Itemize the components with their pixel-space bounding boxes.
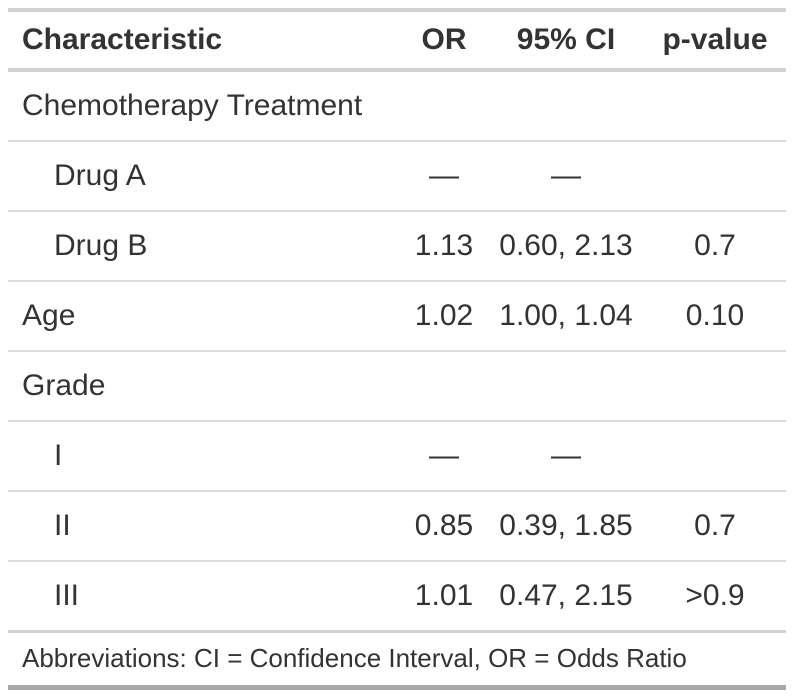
table-row: Age 1.02 1.00, 1.04 0.10 [8, 281, 786, 351]
pvalue-cell [644, 70, 786, 141]
table-row: III 1.01 0.47, 2.15 >0.9 [8, 561, 786, 632]
ci-cell: — [551, 439, 581, 472]
ci-cell [488, 351, 644, 421]
pvalue-cell: 0.7 [694, 229, 736, 262]
table-row: I — — [8, 421, 786, 491]
table-footnote: Abbreviations: CI = Confidence Interval,… [22, 643, 687, 673]
pvalue-cell [644, 141, 786, 211]
ci-cell: 0.47, 2.15 [499, 579, 633, 612]
or-cell: 1.02 [414, 299, 474, 332]
col-header-characteristic: Characteristic [22, 23, 223, 56]
table-row: Drug A — — [8, 141, 786, 211]
or-cell: 1.13 [414, 229, 474, 262]
or-cell [400, 70, 488, 141]
or-cell: 0.85 [414, 509, 474, 542]
footnote-row: Abbreviations: CI = Confidence Interval,… [8, 631, 786, 688]
ci-cell [488, 70, 644, 141]
table-row: Drug B 1.13 0.60, 2.13 0.7 [8, 211, 786, 281]
pvalue-cell: 0.7 [694, 509, 736, 542]
table-row: II 0.85 0.39, 1.85 0.7 [8, 491, 786, 561]
pvalue-cell [644, 421, 786, 491]
table-row: Grade [8, 351, 786, 421]
pvalue-cell: 0.10 [685, 299, 745, 332]
pvalue-cell: >0.9 [685, 579, 745, 612]
col-header-or: OR [421, 23, 467, 56]
characteristic-cell-level: I [54, 439, 63, 472]
characteristic-cell-level: II [54, 509, 71, 542]
characteristic-cell-level: Drug B [54, 229, 148, 262]
characteristic-cell-group: Grade [22, 369, 106, 402]
table-row: Chemotherapy Treatment [8, 70, 786, 141]
ci-cell: 1.00, 1.04 [499, 299, 633, 332]
characteristic-cell-level: III [54, 579, 80, 612]
characteristic-cell-group: Chemotherapy Treatment [22, 89, 363, 122]
ci-cell: 0.39, 1.85 [499, 509, 633, 542]
col-header-pvalue: p-value [662, 23, 768, 56]
ci-cell: 0.60, 2.13 [499, 229, 633, 262]
characteristic-cell: Age [22, 299, 76, 332]
regression-summary-table: Characteristic OR 95% CI p-value Chemoth… [8, 8, 786, 690]
or-cell [400, 351, 488, 421]
ci-cell: — [551, 159, 581, 192]
header-row: Characteristic OR 95% CI p-value [8, 10, 786, 70]
pvalue-cell [644, 351, 786, 421]
or-cell: 1.01 [414, 579, 474, 612]
or-cell: — [429, 159, 459, 192]
or-cell: — [429, 439, 459, 472]
characteristic-cell-level: Drug A [54, 159, 146, 192]
col-header-ci: 95% CI [516, 23, 616, 56]
